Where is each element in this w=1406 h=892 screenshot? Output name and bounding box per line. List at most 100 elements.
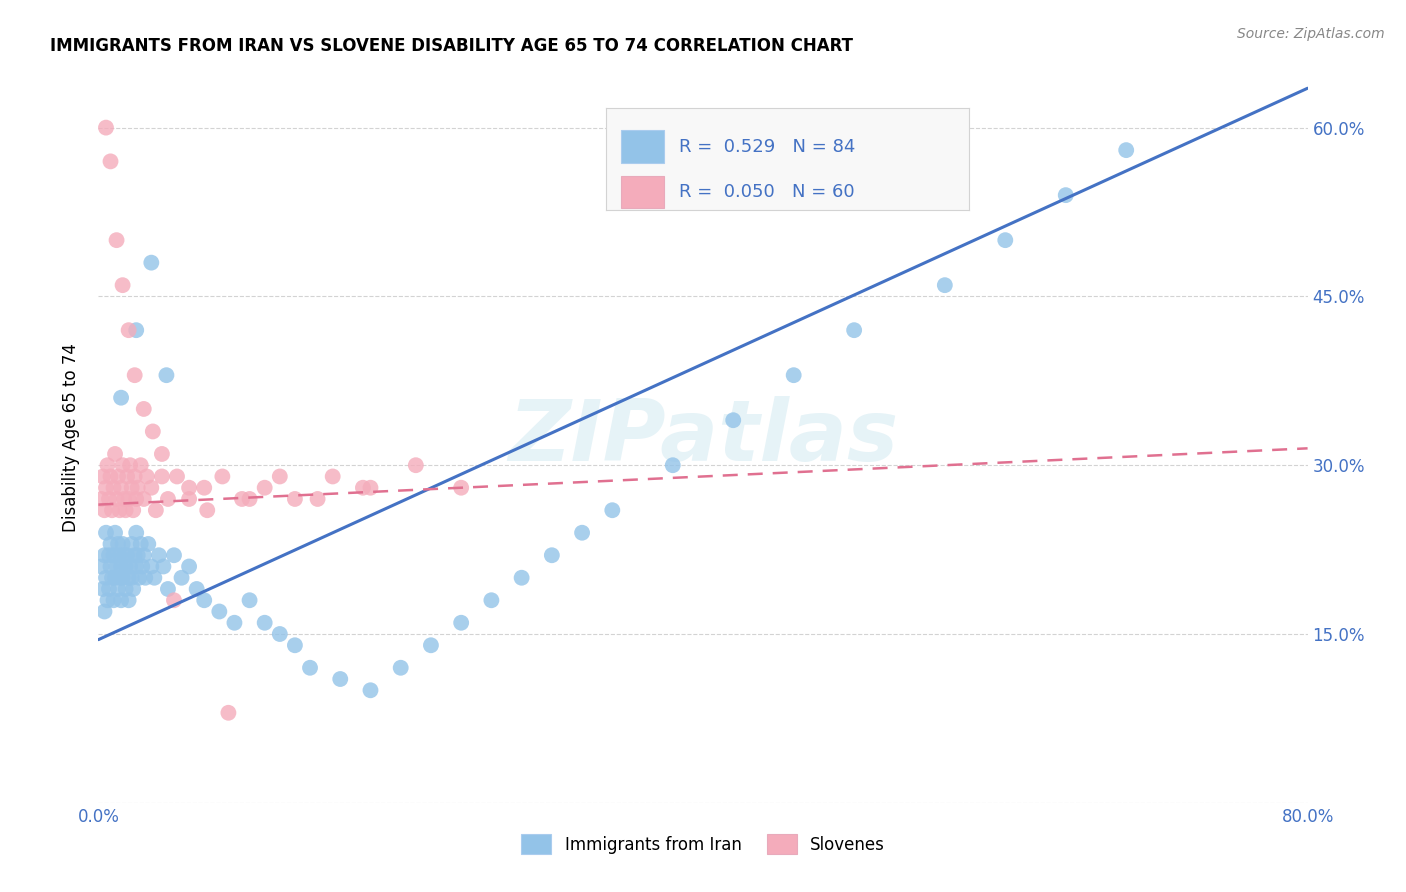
Point (141, 559, 163, 574)
Point (100, 537, 122, 551)
Point (107, 469, 129, 483)
Point (269, 627, 291, 641)
Point (90, 491, 112, 506)
Point (132, 491, 155, 506)
Point (122, 503, 145, 517)
Point (96, 458, 118, 473)
Point (132, 548, 155, 562)
Point (179, 491, 201, 506)
Point (481, 593, 503, 607)
Point (90, 559, 112, 574)
Point (94, 481, 117, 495)
Point (118, 571, 141, 585)
Text: IMMIGRANTS FROM IRAN VS SLOVENE DISABILITY AGE 65 TO 74 CORRELATION CHART: IMMIGRANTS FROM IRAN VS SLOVENE DISABILI… (51, 37, 853, 54)
Point (239, 593, 262, 607)
Point (450, 481, 472, 495)
Point (104, 525, 127, 540)
Point (112, 548, 135, 562)
Point (994, 233, 1017, 247)
Point (118, 593, 141, 607)
Point (110, 481, 132, 495)
Point (104, 447, 127, 461)
Point (108, 548, 131, 562)
Point (105, 559, 128, 574)
Point (571, 525, 593, 540)
Point (124, 548, 146, 562)
Point (166, 469, 188, 483)
Text: ZIPatlas: ZIPatlas (508, 395, 898, 479)
Point (389, 661, 412, 675)
Point (107, 537, 129, 551)
Point (93, 503, 115, 517)
Point (179, 559, 201, 574)
Point (111, 537, 134, 551)
Point (105, 233, 128, 247)
Point (179, 481, 201, 495)
Point (405, 458, 427, 473)
Point (121, 481, 143, 495)
Point (661, 458, 683, 473)
Point (114, 503, 136, 517)
Point (111, 458, 134, 473)
Point (145, 503, 167, 517)
Point (420, 638, 443, 652)
Point (307, 491, 329, 506)
Point (156, 582, 179, 596)
Point (360, 481, 382, 495)
Point (121, 537, 143, 551)
Point (121, 571, 143, 585)
Point (114, 559, 136, 574)
Point (100, 154, 122, 169)
Point (143, 571, 166, 585)
Point (934, 278, 956, 293)
Point (100, 469, 122, 483)
Point (127, 481, 149, 495)
Point (112, 491, 135, 506)
Point (91, 582, 114, 596)
Point (114, 582, 136, 596)
Point (360, 683, 382, 698)
Point (101, 503, 124, 517)
Point (98, 582, 121, 596)
Point (105, 491, 128, 506)
Point (136, 537, 159, 551)
Point (284, 491, 307, 506)
Point (170, 571, 193, 585)
Point (450, 615, 472, 630)
Point (124, 469, 146, 483)
Point (98, 491, 121, 506)
Point (110, 593, 132, 607)
Y-axis label: Disability Age 65 to 74: Disability Age 65 to 74 (62, 343, 80, 532)
Point (98, 548, 121, 562)
Point (135, 469, 157, 483)
Point (1115, 143, 1137, 157)
Point (329, 672, 352, 686)
Point (217, 706, 239, 720)
Legend: Immigrants from Iran, Slovenes: Immigrants from Iran, Slovenes (515, 828, 891, 860)
Point (118, 491, 141, 506)
Point (93, 605, 115, 619)
Point (103, 548, 125, 562)
Point (1054, 188, 1077, 202)
Point (108, 503, 131, 517)
Point (156, 491, 179, 506)
Point (94, 120, 117, 135)
Point (110, 559, 132, 574)
Point (783, 368, 806, 383)
Point (141, 481, 163, 495)
Point (128, 571, 150, 585)
Point (269, 469, 291, 483)
Point (94, 525, 117, 540)
Point (103, 593, 125, 607)
Point (125, 323, 148, 337)
Point (723, 413, 745, 427)
Point (142, 425, 165, 439)
Point (107, 582, 129, 596)
Point (120, 458, 142, 473)
Point (115, 469, 138, 483)
Point (224, 615, 246, 630)
Point (122, 582, 145, 596)
Point (104, 571, 127, 585)
Point (253, 615, 276, 630)
Point (131, 559, 153, 574)
